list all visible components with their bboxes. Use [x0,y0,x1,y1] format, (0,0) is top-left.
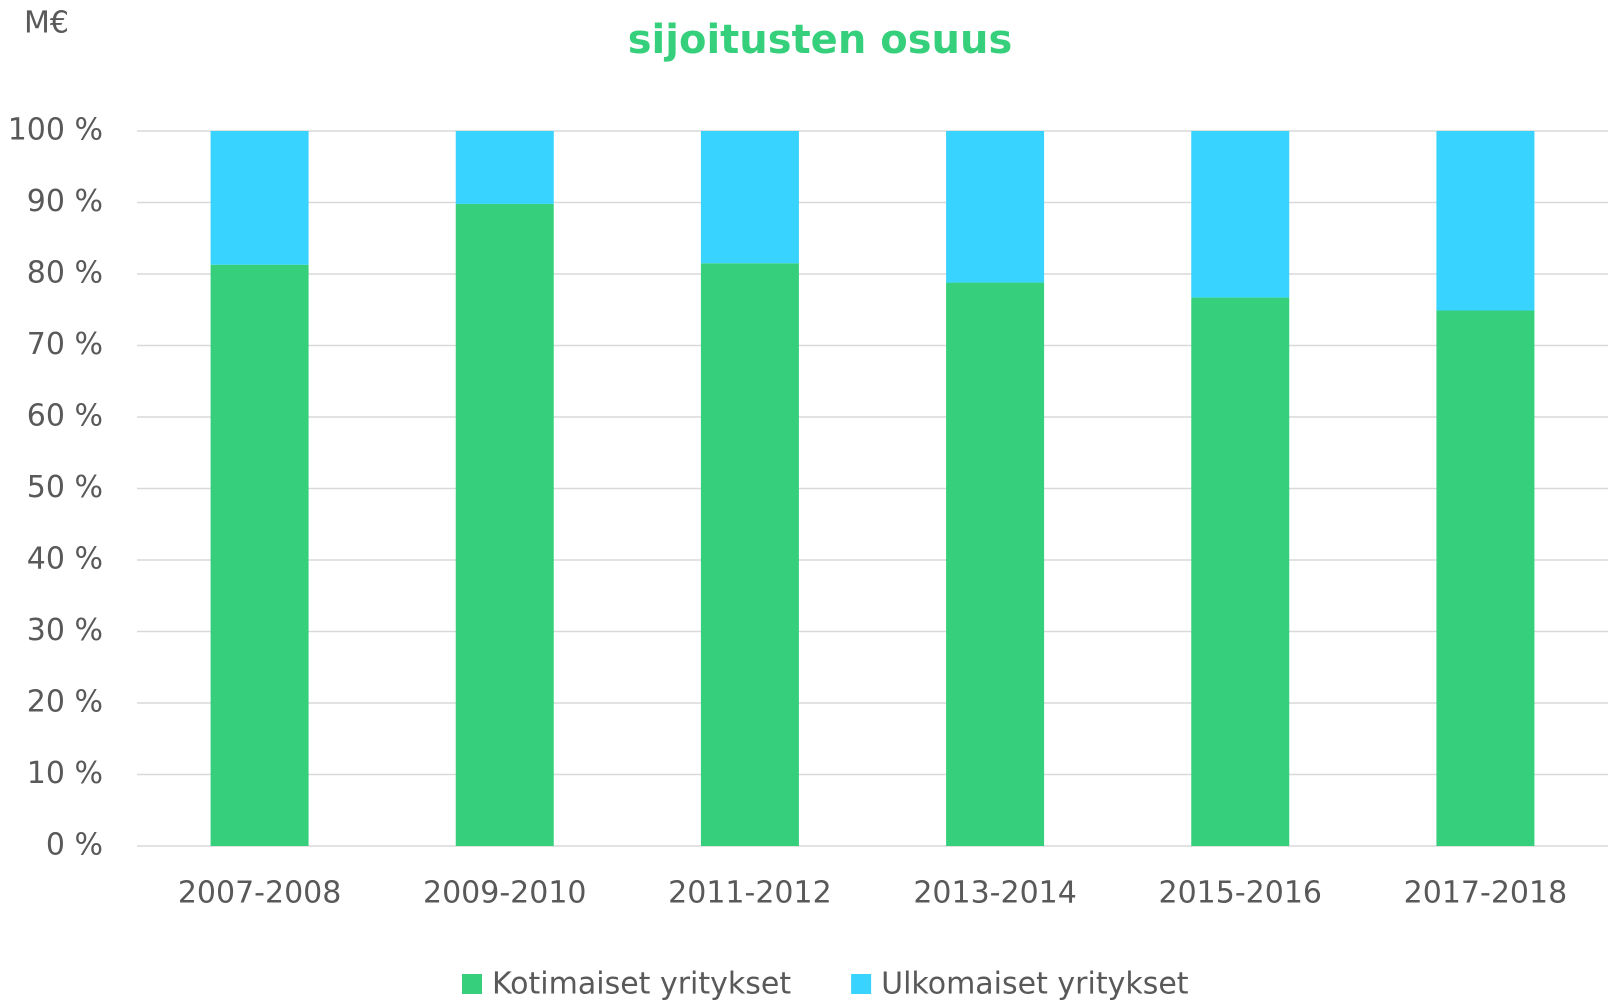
x-tick-label: 2009-2010 [423,876,587,911]
legend-label: Ulkomaiset yritykset [881,967,1189,1002]
bar-segment [946,131,1045,283]
legend-swatch [851,974,872,994]
x-tick-label: 2015-2016 [1158,876,1322,911]
chart-title: sijoitusten osuus [628,17,1013,63]
bar-segment [1436,310,1535,847]
y-axis-label: M€ [24,6,69,41]
bar-segment [455,131,554,204]
legend-label: Kotimaiset yritykset [492,967,791,1002]
y-tick-label: 100 % [8,113,103,148]
bar-segment [455,203,554,846]
bar-segment [1191,297,1290,847]
y-tick-label: 30 % [27,613,103,648]
y-tick-label: 90 % [27,184,103,219]
y-tick-label: 70 % [27,327,103,362]
x-tick-label: 2017-2018 [1404,876,1568,911]
y-tick-label: 40 % [27,542,103,577]
bar-segment [700,131,799,264]
y-tick-label: 10 % [27,756,103,791]
y-tick-label: 20 % [27,685,103,720]
legend-swatch [462,974,482,994]
bar-segment [210,131,309,265]
bar-segment [946,282,1045,847]
bar-segment [700,263,799,846]
bar-segment [1191,131,1290,298]
x-tick-label: 2011-2012 [668,876,832,911]
bar-segment [1436,131,1535,311]
x-tick-label: 2013-2014 [913,876,1077,911]
y-tick-label: 60 % [27,399,103,434]
x-tick-label: 2007-2008 [178,876,342,911]
y-tick-label: 80 % [27,256,103,291]
y-tick-label: 50 % [27,470,103,505]
y-tick-label: 0 % [46,828,103,863]
bar-segment [210,264,309,847]
